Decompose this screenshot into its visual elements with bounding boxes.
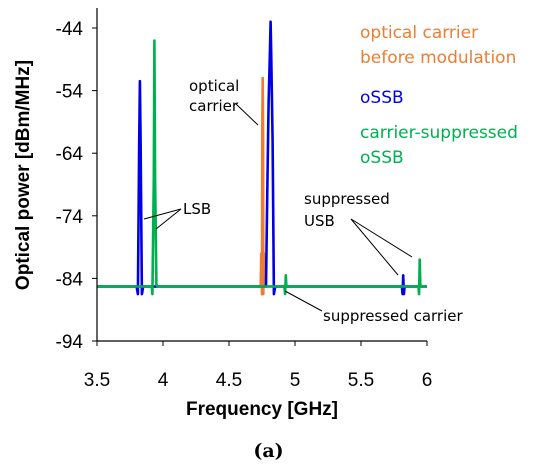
y-tick-label: -84 xyxy=(56,269,84,290)
figure-caption: (a) xyxy=(253,440,284,462)
y-tick-label: -44 xyxy=(56,19,84,40)
x-tick-label: 4.5 xyxy=(216,370,242,391)
x-tick-label: 5.5 xyxy=(348,370,374,391)
annotation-lsb: LSB xyxy=(183,200,211,218)
legend-carrier-suppressed-line2: oSSB xyxy=(360,148,404,168)
legend-optical-carrier: optical carrier before modulation xyxy=(360,23,516,68)
annotation-suppressed-usb: suppressed USB xyxy=(304,190,395,230)
y-tick-label: -74 xyxy=(56,207,84,228)
annotation-suppressed-carrier-leader xyxy=(284,290,323,312)
axes xyxy=(96,8,427,342)
y-tick-label: -64 xyxy=(56,144,84,165)
annotation-lsb-leader-2 xyxy=(155,208,182,230)
y-axis-title: Optical power [dBm/MHz] xyxy=(13,60,34,290)
legend-optical-carrier-line1: optical carrier xyxy=(360,23,478,43)
annotation-suppressed-carrier: suppressed carrier xyxy=(323,307,463,325)
annotation-optical-carrier-line2: carrier xyxy=(189,97,239,115)
x-tick-label: 3.5 xyxy=(84,370,110,391)
y-tick-label: -54 xyxy=(56,82,84,103)
annotation-suppressed-usb-leader-1 xyxy=(350,218,399,276)
legend-ossb: oSSB xyxy=(360,88,404,108)
x-axis-title: Frequency [GHz] xyxy=(186,399,338,420)
x-tick-label: 5 xyxy=(290,370,301,391)
annotation-suppressed-usb-line2: USB xyxy=(304,212,335,230)
annotation-optical-carrier: optical carrier xyxy=(189,77,244,115)
y-tick-label: -94 xyxy=(56,332,84,353)
x-tick-label: 6 xyxy=(422,370,433,391)
annotation-optical-carrier-leader xyxy=(235,103,259,126)
annotation-optical-carrier-line1: optical xyxy=(189,77,239,95)
series-line-0 xyxy=(97,76,427,296)
series-line-1 xyxy=(97,20,427,296)
legend-carrier-suppressed-line1: carrier-suppressed xyxy=(360,123,518,143)
annotation-lsb-leader-1 xyxy=(143,208,182,220)
x-tick-label: 4 xyxy=(158,370,169,391)
annotation-suppressed-usb-line1: suppressed xyxy=(304,190,390,208)
annotation-suppressed-usb-leader-2 xyxy=(350,218,413,258)
legend-optical-carrier-line2: before modulation xyxy=(360,48,516,68)
legend-carrier-suppressed: carrier-suppressed oSSB xyxy=(360,123,523,168)
